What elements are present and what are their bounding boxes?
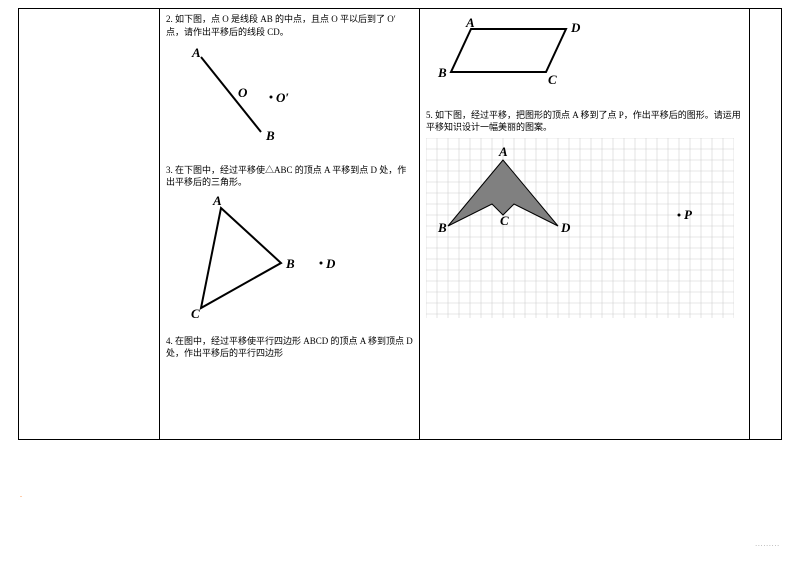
grid-label-p: P: [684, 207, 693, 222]
problem-4-text: 4. 在图中，经过平移使平行四边形 ABCD 的顶点 A 移到顶点 D 处，作出…: [166, 335, 413, 360]
problem-5-text: 5. 如下图，经过平移，把图形的顶点 A 移到了点 P，作出平移后的图形。请运用…: [426, 109, 743, 134]
tri-label-c: C: [191, 306, 200, 321]
para-label-c: C: [548, 72, 557, 87]
right-margin-col: [750, 9, 781, 439]
left-margin-col: [19, 9, 160, 439]
tri-label-d: D: [325, 256, 336, 271]
problem-3-text: 3. 在下图中，经过平移使△ABC 的顶点 A 平移到点 D 处，作出平移后的三…: [166, 164, 413, 189]
footer-dot: .: [20, 490, 22, 499]
grid-label-d: D: [560, 220, 571, 235]
label-a: A: [191, 45, 201, 60]
grid-figure: A B C D P: [426, 138, 734, 318]
problem-2-text: 2. 如下图，点 O 是线段 AB 的中点，且点 O 平以后到了 O′ 点，请作…: [166, 13, 413, 38]
footer-right: .........: [755, 540, 780, 548]
parallelogram-figure: A D B C: [426, 17, 743, 101]
grid-label-c: C: [500, 213, 509, 228]
grid-lines: [426, 138, 734, 318]
problem-5-figure: A B C D P: [426, 138, 743, 322]
middle-column: 2. 如下图，点 O 是线段 AB 的中点，且点 O 平以后到了 O′ 点，请作…: [160, 9, 420, 439]
right-column: A D B C 5. 如下图，经过平移，把图形的顶点 A 移到了点 P，作出平移…: [420, 9, 750, 439]
para-label-b: B: [437, 65, 447, 80]
worksheet-table: 2. 如下图，点 O 是线段 AB 的中点，且点 O 平以后到了 O′ 点，请作…: [18, 8, 782, 440]
label-o-prime: O′: [276, 90, 289, 105]
para-label-d: D: [570, 20, 581, 35]
grid-label-b: B: [437, 220, 447, 235]
problem-2-figure: A O O′ B: [166, 42, 413, 156]
tri-label-a: A: [212, 193, 222, 208]
para-label-a: A: [465, 17, 475, 30]
label-b: B: [265, 128, 275, 143]
tri-label-b: B: [285, 256, 295, 271]
grid-label-a: A: [498, 144, 508, 159]
parallelogram-svg: A D B C: [426, 17, 596, 97]
problem-3-figure: A B C D: [166, 193, 413, 327]
label-o: O: [238, 85, 248, 100]
triangle-figure: A B C D: [166, 193, 366, 323]
line-segment-figure: A O O′ B: [166, 42, 326, 152]
